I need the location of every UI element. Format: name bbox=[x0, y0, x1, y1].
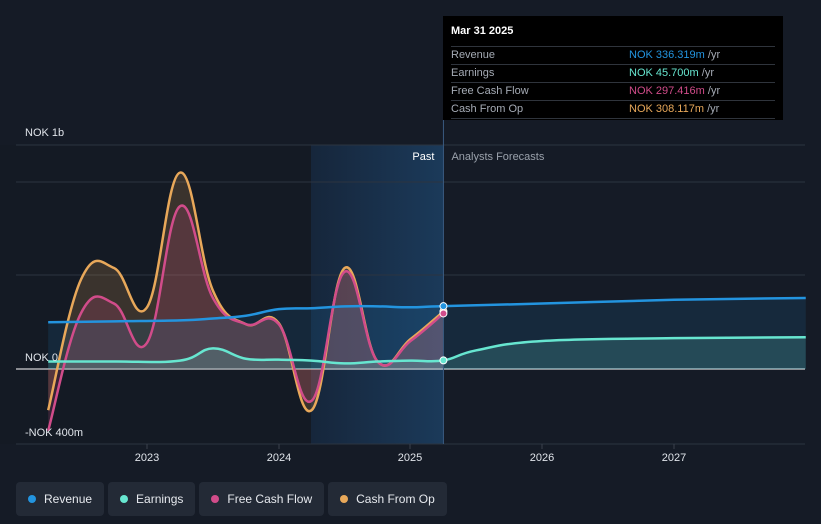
tooltip-label: Free Cash Flow bbox=[451, 85, 529, 97]
past-label: Past bbox=[412, 151, 434, 163]
legend-item-free-cash-flow[interactable]: Free Cash Flow bbox=[199, 482, 325, 516]
hover-point-earnings bbox=[439, 356, 448, 365]
tooltip-row-earnings: Earnings NOK 45.700m /yr bbox=[451, 64, 775, 82]
dot-icon bbox=[211, 495, 220, 503]
tooltip-label: Cash From Op bbox=[451, 103, 524, 115]
forecast-label: Analysts Forecasts bbox=[451, 151, 544, 163]
dot-icon bbox=[340, 495, 349, 503]
chart-legend: Revenue Earnings Free Cash Flow Cash Fro… bbox=[16, 482, 447, 516]
hover-point-free-cash-flow bbox=[439, 309, 448, 318]
hover-point-revenue bbox=[439, 302, 448, 311]
x-tick-label: 2024 bbox=[267, 452, 291, 464]
tooltip-value: NOK 336.319m /yr bbox=[629, 49, 721, 61]
series-areas bbox=[48, 172, 806, 431]
y-tick-label: NOK 1b bbox=[25, 127, 64, 139]
x-tick-label: 2027 bbox=[662, 452, 686, 464]
legend-label: Free Cash Flow bbox=[227, 492, 313, 506]
series-line-earnings bbox=[48, 335, 806, 365]
hover-tooltip: Mar 31 2025 Revenue NOK 336.319m /yr Ear… bbox=[443, 16, 783, 120]
series-area-cash-from-op bbox=[48, 172, 444, 412]
legend-item-revenue[interactable]: Revenue bbox=[16, 482, 105, 516]
dot-icon bbox=[28, 495, 36, 503]
legend-item-earnings[interactable]: Earnings bbox=[108, 482, 196, 516]
legend-item-cash-from-op[interactable]: Cash From Op bbox=[328, 482, 447, 516]
y-axis-labels: NOK 1b NOK 0 -NOK 400m bbox=[25, 127, 83, 439]
tooltip-value: NOK 308.117m /yr bbox=[629, 103, 720, 115]
legend-label: Cash From Op bbox=[356, 492, 435, 506]
past-region bbox=[311, 145, 444, 444]
tooltip-date: Mar 31 2025 bbox=[451, 25, 514, 37]
series-area-revenue bbox=[48, 297, 806, 369]
tooltip-row-free-cash-flow: Free Cash Flow NOK 297.416m /yr bbox=[451, 82, 775, 100]
x-tick-label: 2026 bbox=[530, 452, 554, 464]
series-line-free-cash-flow bbox=[46, 204, 445, 432]
tooltip-label: Revenue bbox=[451, 49, 496, 61]
y-tick-label: -NOK 400m bbox=[25, 427, 83, 439]
tooltip-value: NOK 45.700m /yr bbox=[629, 67, 714, 79]
tooltip-label: Earnings bbox=[451, 67, 495, 79]
dot-icon bbox=[120, 495, 129, 503]
hover-markers bbox=[439, 302, 448, 365]
series-line-revenue bbox=[48, 296, 806, 324]
tooltip-row-revenue: Revenue NOK 336.319m /yr bbox=[451, 46, 775, 64]
series-area-earnings bbox=[48, 337, 806, 369]
x-tick-label: 2023 bbox=[135, 452, 159, 464]
tooltip-value: NOK 297.416m /yr bbox=[629, 85, 721, 97]
tooltip-row-cash-from-op: Cash From Op NOK 308.117m /yr bbox=[451, 100, 775, 119]
legend-label: Revenue bbox=[44, 492, 93, 506]
x-axis-labels: 2023 2024 2025 2026 2027 bbox=[135, 444, 686, 464]
series-lines bbox=[46, 171, 806, 432]
x-tick-label: 2025 bbox=[398, 452, 422, 464]
legend-label: Earnings bbox=[136, 492, 184, 506]
y-tick-label: NOK 0 bbox=[25, 352, 58, 364]
